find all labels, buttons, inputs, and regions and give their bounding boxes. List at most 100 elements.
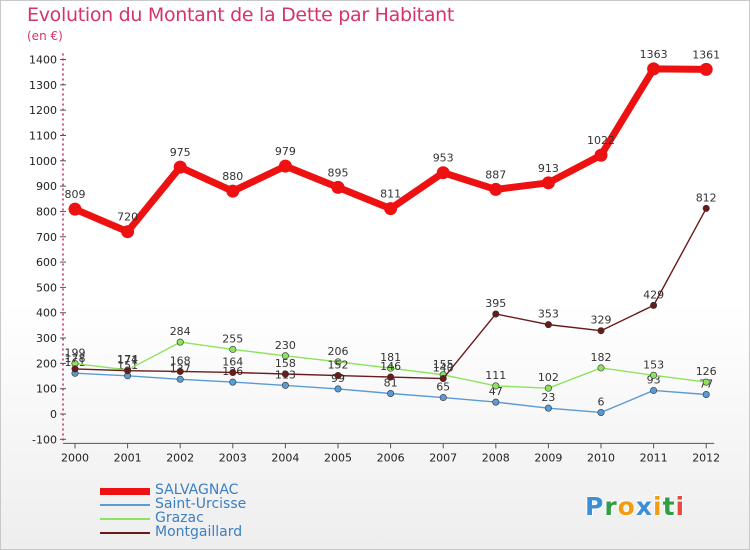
data-label: 284 bbox=[170, 325, 191, 338]
data-label: 895 bbox=[328, 166, 349, 179]
data-point bbox=[439, 394, 447, 402]
data-label: 811 bbox=[380, 188, 401, 201]
logo-letter: P bbox=[585, 492, 605, 521]
data-label: 880 bbox=[222, 170, 243, 183]
data-label: 93 bbox=[647, 373, 661, 386]
data-point bbox=[597, 408, 605, 416]
x-tick-label: 2011 bbox=[640, 451, 668, 464]
data-label: 168 bbox=[170, 354, 191, 367]
y-tick-label: 800 bbox=[36, 205, 57, 218]
legend-label: SALVAGNAC bbox=[155, 482, 239, 498]
data-label: 230 bbox=[275, 339, 296, 352]
data-point bbox=[229, 345, 237, 353]
data-point bbox=[597, 327, 605, 335]
data-point bbox=[281, 381, 289, 389]
x-tick-label: 2010 bbox=[587, 451, 615, 464]
y-tick-label: -100 bbox=[32, 433, 57, 446]
data-label: 913 bbox=[538, 162, 559, 175]
y-tick-label: 600 bbox=[36, 256, 57, 269]
data-label: 181 bbox=[380, 351, 401, 364]
data-point bbox=[387, 373, 395, 381]
data-label: 126 bbox=[696, 365, 717, 378]
x-tick-label: 2002 bbox=[166, 451, 194, 464]
data-label: 47 bbox=[489, 385, 503, 398]
data-label: 81 bbox=[384, 376, 398, 389]
data-label: 151 bbox=[117, 359, 138, 372]
y-tick-label: 1100 bbox=[29, 129, 57, 142]
data-label: 178 bbox=[65, 352, 86, 365]
data-point bbox=[176, 338, 184, 346]
data-point bbox=[334, 385, 342, 393]
x-tick-label: 2008 bbox=[482, 451, 510, 464]
chart-title: Evolution du Montant de la Dette par Hab… bbox=[27, 4, 455, 26]
y-tick-label: 1400 bbox=[29, 54, 57, 67]
y-tick-label: 500 bbox=[36, 281, 57, 294]
data-point bbox=[699, 62, 713, 76]
y-tick-label: 900 bbox=[36, 180, 57, 193]
data-point bbox=[492, 398, 500, 406]
legend-item: Grazac bbox=[100, 510, 360, 526]
y-tick-label: 1300 bbox=[29, 79, 57, 92]
data-label: 171 bbox=[117, 354, 138, 367]
data-point bbox=[384, 202, 398, 216]
data-label: 164 bbox=[222, 355, 243, 368]
data-point bbox=[492, 382, 500, 390]
data-point bbox=[650, 301, 658, 309]
data-point bbox=[334, 358, 342, 366]
data-label: 206 bbox=[328, 345, 349, 358]
x-tick-label: 2005 bbox=[324, 451, 352, 464]
logo-letter: x bbox=[635, 492, 653, 521]
legend-swatch bbox=[100, 518, 150, 520]
data-point bbox=[650, 386, 658, 394]
x-tick-label: 2007 bbox=[429, 451, 457, 464]
data-label: 199 bbox=[65, 347, 86, 360]
data-label: 1363 bbox=[640, 48, 668, 61]
logo-letter: i bbox=[675, 492, 686, 521]
data-label: 812 bbox=[696, 191, 717, 204]
data-point bbox=[229, 368, 237, 376]
logo-letter: t bbox=[662, 492, 676, 521]
data-label: 140 bbox=[433, 362, 454, 375]
y-tick-label: 400 bbox=[36, 307, 57, 320]
legend-label: Grazac bbox=[155, 510, 204, 526]
data-point bbox=[331, 180, 345, 194]
proxiti-logo: Proxiti bbox=[585, 492, 685, 521]
data-label: 329 bbox=[591, 314, 612, 327]
data-point bbox=[594, 148, 608, 162]
data-point bbox=[226, 184, 240, 198]
data-point bbox=[121, 225, 135, 239]
data-point bbox=[702, 391, 710, 399]
data-point bbox=[278, 159, 292, 173]
legend-item: SALVAGNAC bbox=[100, 482, 360, 498]
data-point bbox=[387, 364, 395, 372]
x-tick-label: 2003 bbox=[219, 451, 247, 464]
data-point bbox=[544, 321, 552, 329]
legend-swatch bbox=[100, 532, 150, 534]
legend-label: Montgaillard bbox=[155, 524, 243, 540]
legend-item: Montgaillard bbox=[100, 524, 360, 540]
y-tick-label: 0 bbox=[50, 408, 57, 421]
y-tick-label: 100 bbox=[36, 383, 57, 396]
data-label: 1022 bbox=[587, 134, 615, 147]
y-tick-label: 200 bbox=[36, 357, 57, 370]
logo-letter: o bbox=[617, 492, 636, 521]
legend-label: Saint-Urcisse bbox=[155, 496, 247, 512]
data-point bbox=[544, 404, 552, 412]
data-label: 979 bbox=[275, 145, 296, 158]
unit-label: (en €) bbox=[27, 29, 63, 43]
data-point bbox=[544, 384, 552, 392]
data-label: 953 bbox=[433, 152, 454, 165]
x-tick-label: 2001 bbox=[114, 451, 142, 464]
data-point bbox=[702, 378, 710, 386]
data-point bbox=[68, 202, 82, 216]
data-label: 429 bbox=[643, 288, 664, 301]
data-point bbox=[173, 160, 187, 174]
data-point bbox=[281, 370, 289, 378]
legend-swatch bbox=[100, 487, 150, 495]
x-tick-label: 2006 bbox=[377, 451, 405, 464]
data-point bbox=[439, 375, 447, 383]
data-point bbox=[650, 371, 658, 379]
data-point bbox=[176, 367, 184, 375]
data-label: 146 bbox=[380, 360, 401, 373]
